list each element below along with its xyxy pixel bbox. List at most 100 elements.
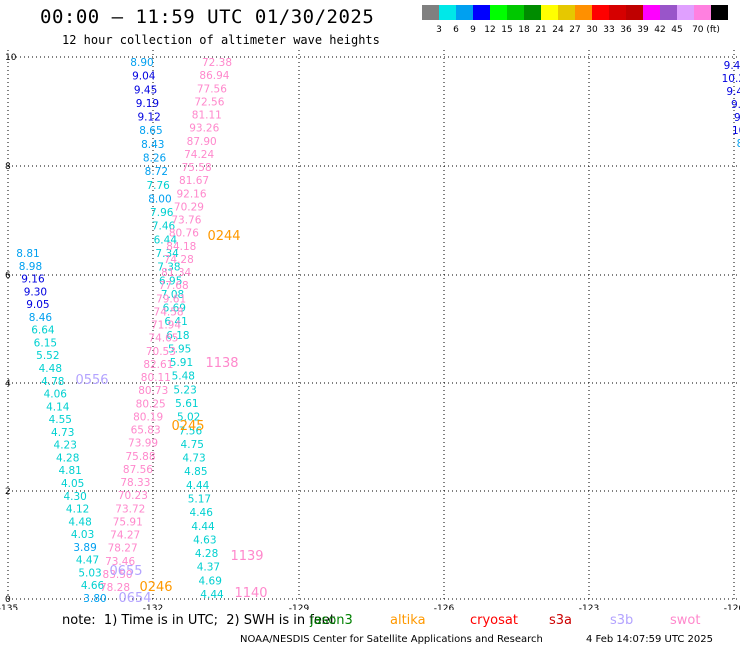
wave-height-value: 6.64	[31, 325, 55, 337]
wave-height-value: 9.	[731, 99, 740, 111]
x-tick-label: -126	[434, 604, 455, 610]
colorbar-cell	[575, 5, 592, 20]
x-tick-label: -123	[579, 604, 599, 610]
wave-height-value: 4.78	[41, 376, 64, 388]
wave-height-value: 9.04	[132, 71, 156, 83]
colorbar-tick-label: 27	[569, 25, 581, 35]
wave-height-value: 4.23	[54, 440, 77, 452]
wave-height-value: 84.18	[166, 241, 196, 253]
wave-height-value: 78.27	[108, 543, 138, 555]
wave-height-value: 5.91	[170, 357, 193, 369]
wave-height-value: 3.89	[73, 542, 96, 554]
wave-height-value: 8.46	[29, 312, 53, 324]
wave-height-value: 5.52	[36, 350, 59, 362]
wave-height-value: 74.24	[184, 149, 214, 161]
wave-height-value: 9.4	[726, 86, 740, 98]
wave-height-value: 6.69	[163, 303, 186, 315]
wave-height-value: 74.28	[164, 254, 194, 266]
colorbar-tick-label: 9	[470, 25, 476, 35]
wave-height-value: 8	[737, 138, 740, 150]
wave-height-value: 82.61	[143, 359, 173, 371]
wave-height-value: 4.14	[46, 401, 70, 413]
y-tick-label: 4	[5, 379, 11, 389]
x-tick-label: -135	[0, 604, 18, 610]
wave-height-value: 4.44	[191, 521, 215, 533]
wave-height-value: 10	[732, 125, 740, 137]
colorbar-cell	[541, 5, 558, 20]
wave-height-value: 8.81	[16, 248, 39, 260]
wave-height-value: 4.03	[71, 529, 94, 541]
wave-height-value: 74.58	[154, 306, 184, 318]
wave-height-value: 7.46	[152, 221, 176, 233]
colorbar-cell	[439, 5, 456, 20]
pass-time-label: 0245	[171, 419, 204, 434]
wave-height-value: 93.26	[189, 123, 219, 135]
wave-height-value: 73.72	[115, 503, 145, 515]
pass-time-label: 0246	[139, 580, 172, 595]
wave-height-value: 74.27	[110, 530, 140, 542]
wave-height-value: 9.30	[24, 286, 47, 298]
wave-height-value: 80.25	[136, 398, 166, 410]
pass-time-label: 1138	[205, 356, 238, 371]
wave-height-value: 10.2	[722, 73, 740, 85]
wave-height-value: 4.46	[190, 507, 214, 519]
wave-height-value: 73.99	[128, 438, 158, 450]
pass-time-label: 0244	[207, 229, 240, 244]
colorbar-tick-label: 6	[453, 25, 459, 35]
y-tick-label: 6	[5, 271, 11, 281]
wave-height-value: 81.11	[192, 110, 222, 122]
wave-height-value: 5.23	[173, 384, 196, 396]
wave-height-value: 9.45	[134, 84, 157, 96]
wave-height-value: 77.68	[159, 280, 189, 292]
wave-height-value: 6.95	[159, 275, 182, 287]
wave-height-value: 78.28	[100, 582, 130, 594]
wave-height-value: 6.44	[154, 234, 178, 246]
wave-height-value: 79.61	[156, 293, 186, 305]
colorbar-cell	[626, 5, 643, 20]
wave-height-value: 8.43	[141, 139, 164, 151]
wave-height-value: 86.94	[199, 70, 229, 82]
colorbar-tick-label: 18	[518, 25, 530, 35]
colorbar-tick-label: 15	[501, 25, 513, 35]
colorbar-cell	[456, 5, 473, 20]
y-tick-label: 0	[5, 595, 11, 605]
colorbar-tick-label: 36	[620, 25, 632, 35]
colorbar-tick-label: 39	[637, 25, 649, 35]
wave-height-values: 8.90 9.049.45 9.19 9.128.65 8.438.26 8.72 7.76…	[16, 57, 740, 605]
wave-height-value: 6.18	[166, 330, 189, 342]
wave-height-value: 4.44	[200, 589, 224, 601]
wave-height-value: 4.48	[39, 363, 62, 375]
wave-height-value: 72.38	[202, 57, 232, 69]
colorbar-cell	[592, 5, 609, 20]
wave-height-value: 8.72	[145, 166, 168, 178]
wave-height-value: 8.98	[19, 261, 42, 273]
wave-height-value: 83.50	[103, 569, 133, 581]
axis-labels: -135-132-129-126-123-1200246810	[0, 53, 740, 610]
wave-height-value: 8.26	[143, 152, 167, 164]
wave-height-value: 4.73	[182, 453, 205, 465]
wave-height-value: 65.83	[131, 425, 161, 437]
colorbar-tick-label: 3	[436, 25, 442, 35]
colorbar-cell	[507, 5, 524, 20]
wave-height-value: 9	[734, 112, 740, 124]
wave-height-value: 92.16	[176, 188, 206, 200]
wave-height-value: 73.76	[171, 215, 201, 227]
legend-altika: altika	[390, 613, 426, 628]
wave-height-value: 4.12	[66, 504, 89, 516]
wave-height-value: 7.34	[155, 248, 179, 260]
colorbar-cell	[524, 5, 541, 20]
wave-height-value: 81.67	[179, 175, 209, 187]
wave-height-value: 5.95	[168, 343, 191, 355]
wave-height-value: 4.44	[186, 480, 210, 492]
colorbar-cell	[558, 5, 575, 20]
colorbar-cell	[660, 5, 677, 20]
wave-height-value: 78.33	[120, 477, 150, 489]
colorbar-tick-label: 24	[552, 25, 564, 35]
wave-height-value: 70.23	[118, 490, 148, 502]
wave-height-value: 4.06	[44, 389, 68, 401]
wave-height-value: 5.02	[177, 412, 200, 424]
pass-time-label: 1139	[230, 549, 263, 564]
footnote: note: 1) Time is in UTC; 2) SWH is in fe…	[62, 613, 335, 628]
y-tick-label: 2	[5, 487, 11, 497]
wave-height-value: 8.65	[139, 125, 162, 137]
